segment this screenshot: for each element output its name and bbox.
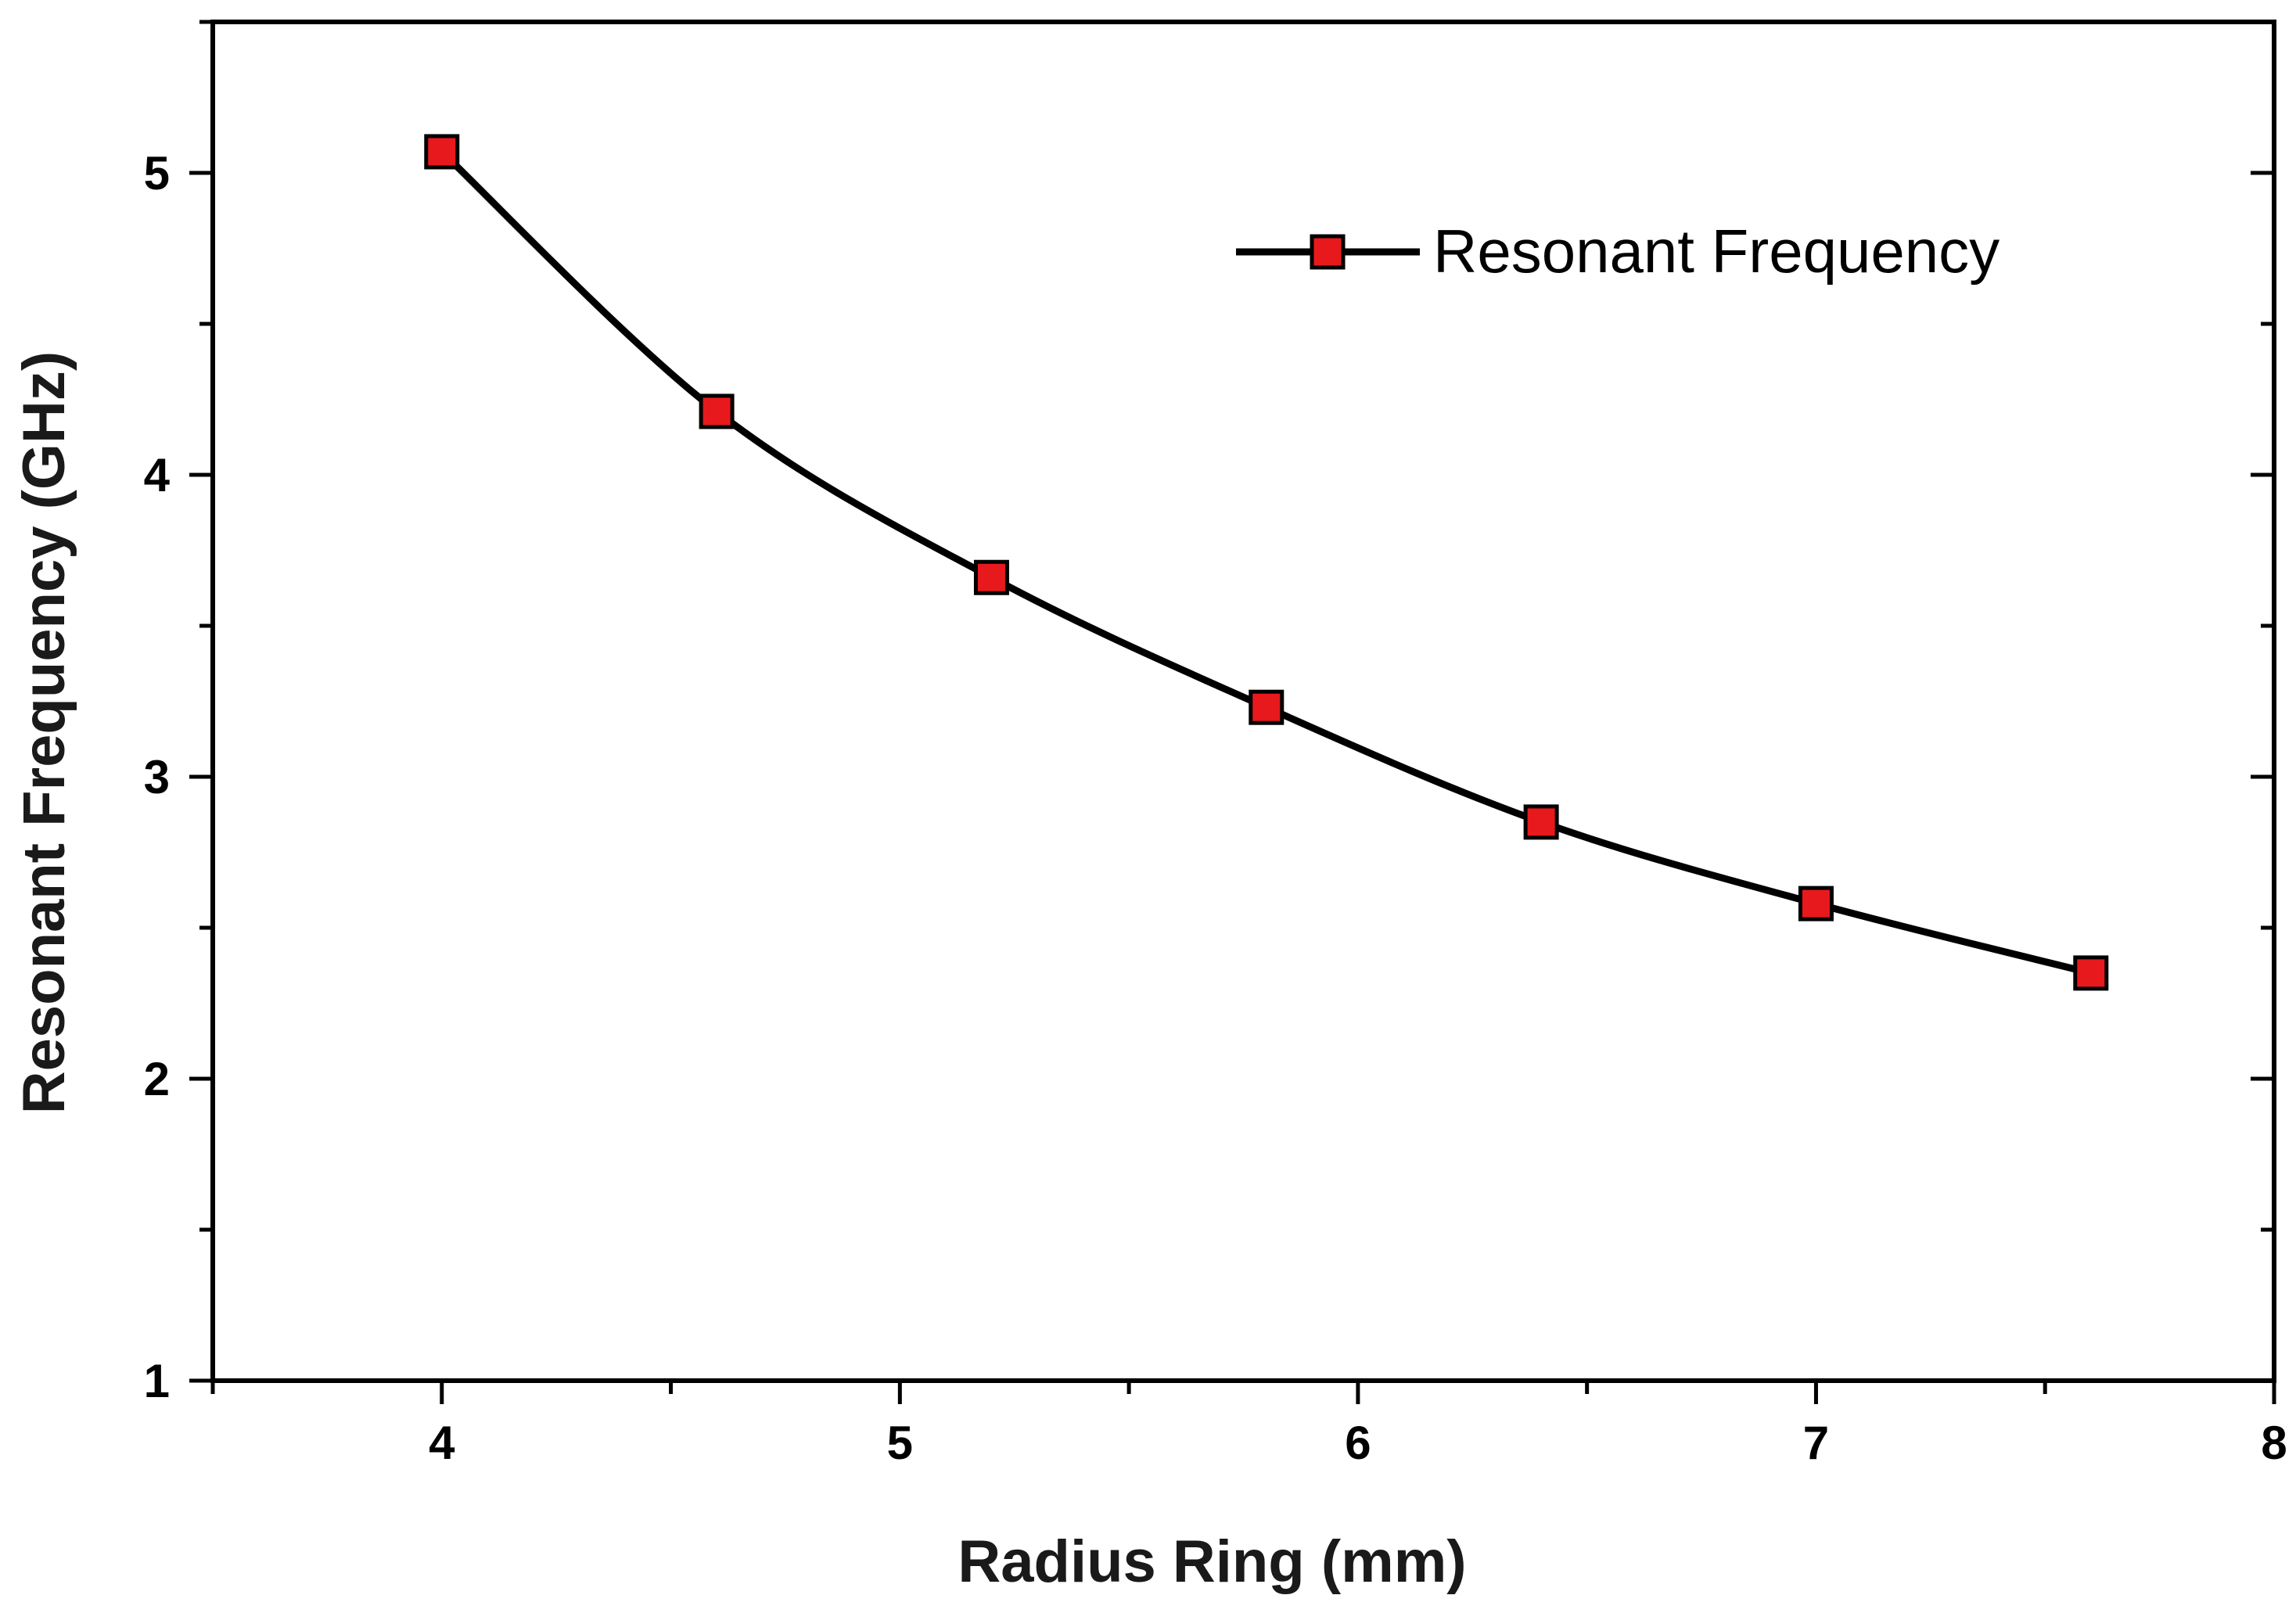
x-axis-ticks: 4 5 6 7 8 xyxy=(210,1381,2287,1469)
data-point xyxy=(699,393,735,429)
data-markers xyxy=(424,134,2109,991)
legend-marker-sample xyxy=(1310,234,1346,270)
legend-label: Resonant Frequency xyxy=(1433,217,2000,286)
data-point xyxy=(2073,955,2109,991)
legend: Resonant Frequency xyxy=(1236,217,2000,286)
x-tick-label: 6 xyxy=(1345,1417,1371,1469)
y-tick-label: 3 xyxy=(144,751,170,803)
y-tick-label: 2 xyxy=(144,1053,170,1105)
y-tick-label: 1 xyxy=(144,1355,170,1407)
x-axis-title: Radius Ring (mm) xyxy=(958,1529,1466,1595)
data-point xyxy=(1249,689,1285,725)
x-tick-label: 4 xyxy=(429,1417,455,1469)
data-point xyxy=(1798,886,1834,921)
y-axis-title: Resonant Frequency (GHz) xyxy=(11,351,77,1114)
x-tick-label: 8 xyxy=(2261,1417,2287,1469)
y-tick-label: 5 xyxy=(144,147,170,199)
data-point xyxy=(1523,804,1559,840)
data-point xyxy=(424,134,460,170)
x-tick-label: 7 xyxy=(1803,1417,1829,1469)
plot-border xyxy=(210,20,2276,1383)
y-axis-ticks: 1 2 3 4 5 xyxy=(144,20,2274,1407)
plot-frame xyxy=(210,20,2276,1383)
y-tick-label: 4 xyxy=(144,449,171,501)
data-point xyxy=(973,559,1009,595)
x-tick-label: 5 xyxy=(887,1417,913,1469)
